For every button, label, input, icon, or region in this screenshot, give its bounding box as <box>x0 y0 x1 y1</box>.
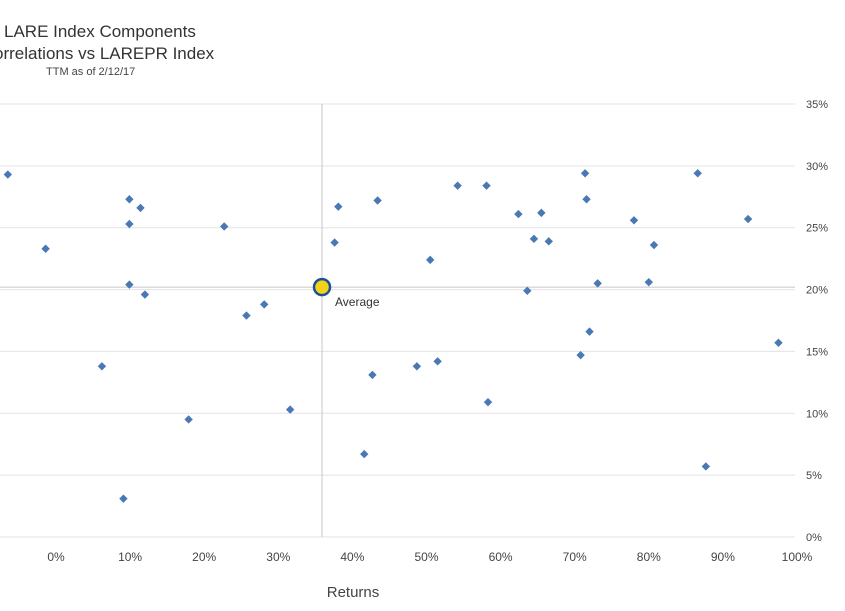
x-tick-labels: 0% 10% 20% 30% 40% 50% 60% 70% 80% 90% 100% <box>47 550 812 564</box>
data-point <box>593 279 602 288</box>
data-point <box>412 362 422 371</box>
data-point <box>97 362 107 371</box>
data-point <box>693 169 702 178</box>
data-point <box>701 462 711 471</box>
data-point <box>140 290 150 299</box>
data-point <box>576 350 585 360</box>
data-point <box>330 238 339 247</box>
y-tick-label: 20% <box>806 285 828 297</box>
grid-layer <box>0 103 795 538</box>
data-point <box>482 181 491 190</box>
average-marker <box>312 277 332 297</box>
data-point <box>629 216 639 225</box>
data-point <box>544 237 553 246</box>
data-point <box>774 338 783 347</box>
data-point <box>426 255 435 265</box>
y-tick-labels: 0% 5% 10% 15% 20% 25% 30% 35% <box>806 99 828 544</box>
data-point <box>260 300 269 309</box>
data-point <box>285 405 295 414</box>
x-tick-label: 40% <box>340 550 364 564</box>
x-tick-label: 60% <box>489 550 513 564</box>
data-point <box>184 415 193 424</box>
y-tick-label: 10% <box>806 408 828 420</box>
average-label: Average <box>335 295 380 309</box>
x-tick-label: 0% <box>47 550 65 564</box>
x-tick-label: 90% <box>711 550 735 564</box>
data-point <box>649 240 659 250</box>
chart-subtitle: TTM as of 2/12/17 <box>46 66 136 78</box>
data-point <box>360 449 369 459</box>
y-tick-label: 35% <box>806 99 828 111</box>
data-point <box>373 196 382 205</box>
y-tick-label: 30% <box>806 161 828 173</box>
y-tick-label: 15% <box>806 346 828 358</box>
data-point <box>529 234 539 244</box>
x-tick-label: 20% <box>192 550 216 564</box>
data-point <box>368 370 377 380</box>
data-point <box>514 209 523 219</box>
x-tick-label: 50% <box>414 550 438 564</box>
data-point <box>585 327 594 336</box>
y-tick-label: 0% <box>806 532 822 544</box>
data-point <box>41 244 50 253</box>
data-point <box>743 214 753 224</box>
data-point <box>580 169 590 178</box>
data-point <box>644 277 653 287</box>
data-point <box>582 195 591 204</box>
y-tick-label: 25% <box>806 223 828 235</box>
data-point <box>433 357 442 366</box>
x-tick-label: 100% <box>782 550 813 564</box>
x-axis-label: Returns <box>327 584 380 601</box>
data-points <box>3 169 783 503</box>
data-point <box>119 494 128 503</box>
data-point <box>537 208 546 218</box>
chart-title-line-1: LARE Index Components <box>4 22 196 41</box>
average-lines <box>0 104 795 537</box>
data-point <box>125 195 134 204</box>
x-tick-label: 10% <box>118 550 142 564</box>
x-tick-label: 70% <box>563 550 587 564</box>
data-point <box>125 280 134 289</box>
y-tick-label: 5% <box>806 470 822 482</box>
data-point <box>334 202 343 211</box>
data-point <box>136 203 145 213</box>
x-tick-label: 30% <box>266 550 290 564</box>
chart-title-line-2: orrelations vs LAREPR Index <box>0 44 215 63</box>
data-point <box>483 397 493 407</box>
data-point <box>125 219 134 229</box>
data-point <box>3 170 13 179</box>
data-point <box>220 222 229 231</box>
data-point <box>523 286 532 296</box>
average-marker-group: Average <box>312 277 380 309</box>
data-point <box>453 181 462 190</box>
data-point <box>242 311 251 320</box>
x-tick-label: 80% <box>637 550 661 564</box>
